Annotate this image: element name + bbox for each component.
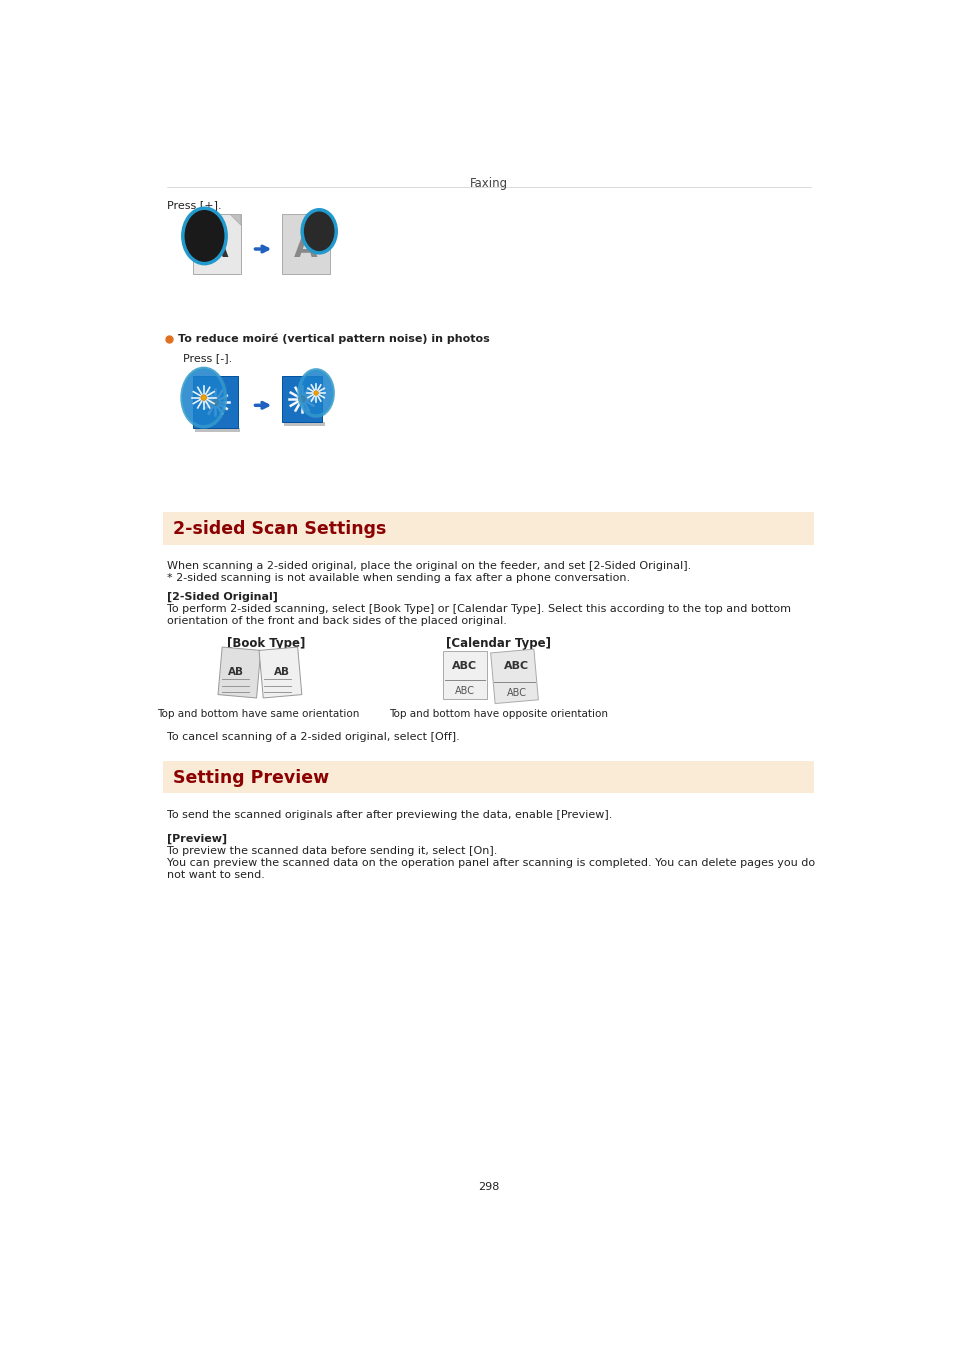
Text: [Calendar Type]: [Calendar Type] — [446, 637, 551, 651]
Text: To cancel scanning of a 2-sided original, select [Off].: To cancel scanning of a 2-sided original… — [167, 732, 459, 741]
Text: To send the scanned originals after after previewing the data, enable [Preview].: To send the scanned originals after afte… — [167, 810, 612, 821]
Text: [2-Sided Original]: [2-Sided Original] — [167, 591, 278, 602]
Text: To perform 2-sided scanning, select [Book Type] or [Calendar Type]. Select this : To perform 2-sided scanning, select [Boo… — [167, 603, 790, 614]
Text: Top and bottom have same orientation: Top and bottom have same orientation — [157, 709, 359, 718]
Text: orientation of the front and back sides of the placed original.: orientation of the front and back sides … — [167, 617, 507, 626]
Polygon shape — [217, 647, 260, 698]
Ellipse shape — [182, 369, 225, 427]
Text: not want to send.: not want to send. — [167, 871, 265, 880]
Text: To reduce moiré (vertical pattern noise) in photos: To reduce moiré (vertical pattern noise)… — [178, 333, 490, 344]
Text: 2-sided Scan Settings: 2-sided Scan Settings — [173, 520, 387, 539]
Text: ABC: ABC — [452, 662, 476, 671]
Circle shape — [314, 390, 318, 396]
Text: Press [-].: Press [-]. — [183, 352, 232, 363]
Text: 298: 298 — [477, 1183, 499, 1192]
Text: ABC: ABC — [504, 662, 529, 671]
Polygon shape — [259, 647, 301, 698]
Polygon shape — [490, 649, 537, 703]
Bar — [163, 761, 814, 794]
Text: [Book Type]: [Book Type] — [227, 637, 305, 651]
Bar — [163, 513, 814, 544]
Bar — [193, 377, 237, 428]
Text: ABC: ABC — [506, 688, 526, 698]
Circle shape — [212, 400, 218, 405]
Text: [Preview]: [Preview] — [167, 833, 227, 844]
Text: Setting Preview: Setting Preview — [173, 769, 330, 787]
Bar — [193, 215, 241, 274]
Polygon shape — [230, 215, 241, 225]
Bar — [443, 651, 486, 699]
Bar — [284, 423, 324, 427]
Text: ABC: ABC — [455, 686, 475, 697]
Ellipse shape — [183, 208, 226, 263]
Text: Faxing: Faxing — [470, 177, 507, 190]
Circle shape — [298, 396, 305, 402]
Text: A: A — [205, 234, 229, 263]
Text: To preview the scanned data before sending it, select [On].: To preview the scanned data before sendi… — [167, 845, 497, 856]
Text: AB: AB — [274, 667, 290, 676]
Circle shape — [201, 394, 207, 401]
Text: Top and bottom have opposite orientation: Top and bottom have opposite orientation — [389, 709, 608, 718]
Polygon shape — [319, 215, 330, 225]
Ellipse shape — [302, 209, 335, 252]
Bar — [282, 377, 322, 423]
Text: * 2-sided scanning is not available when sending a fax after a phone conversatio: * 2-sided scanning is not available when… — [167, 574, 630, 583]
Text: AB: AB — [227, 667, 243, 676]
Text: When scanning a 2-sided original, place the original on the feeder, and set [2-S: When scanning a 2-sided original, place … — [167, 560, 691, 571]
Ellipse shape — [298, 370, 333, 416]
Text: A: A — [294, 234, 317, 263]
Text: Press [+].: Press [+]. — [167, 201, 222, 211]
Bar — [282, 215, 330, 274]
Bar — [195, 428, 240, 432]
Text: You can preview the scanned data on the operation panel after scanning is comple: You can preview the scanned data on the … — [167, 859, 815, 868]
